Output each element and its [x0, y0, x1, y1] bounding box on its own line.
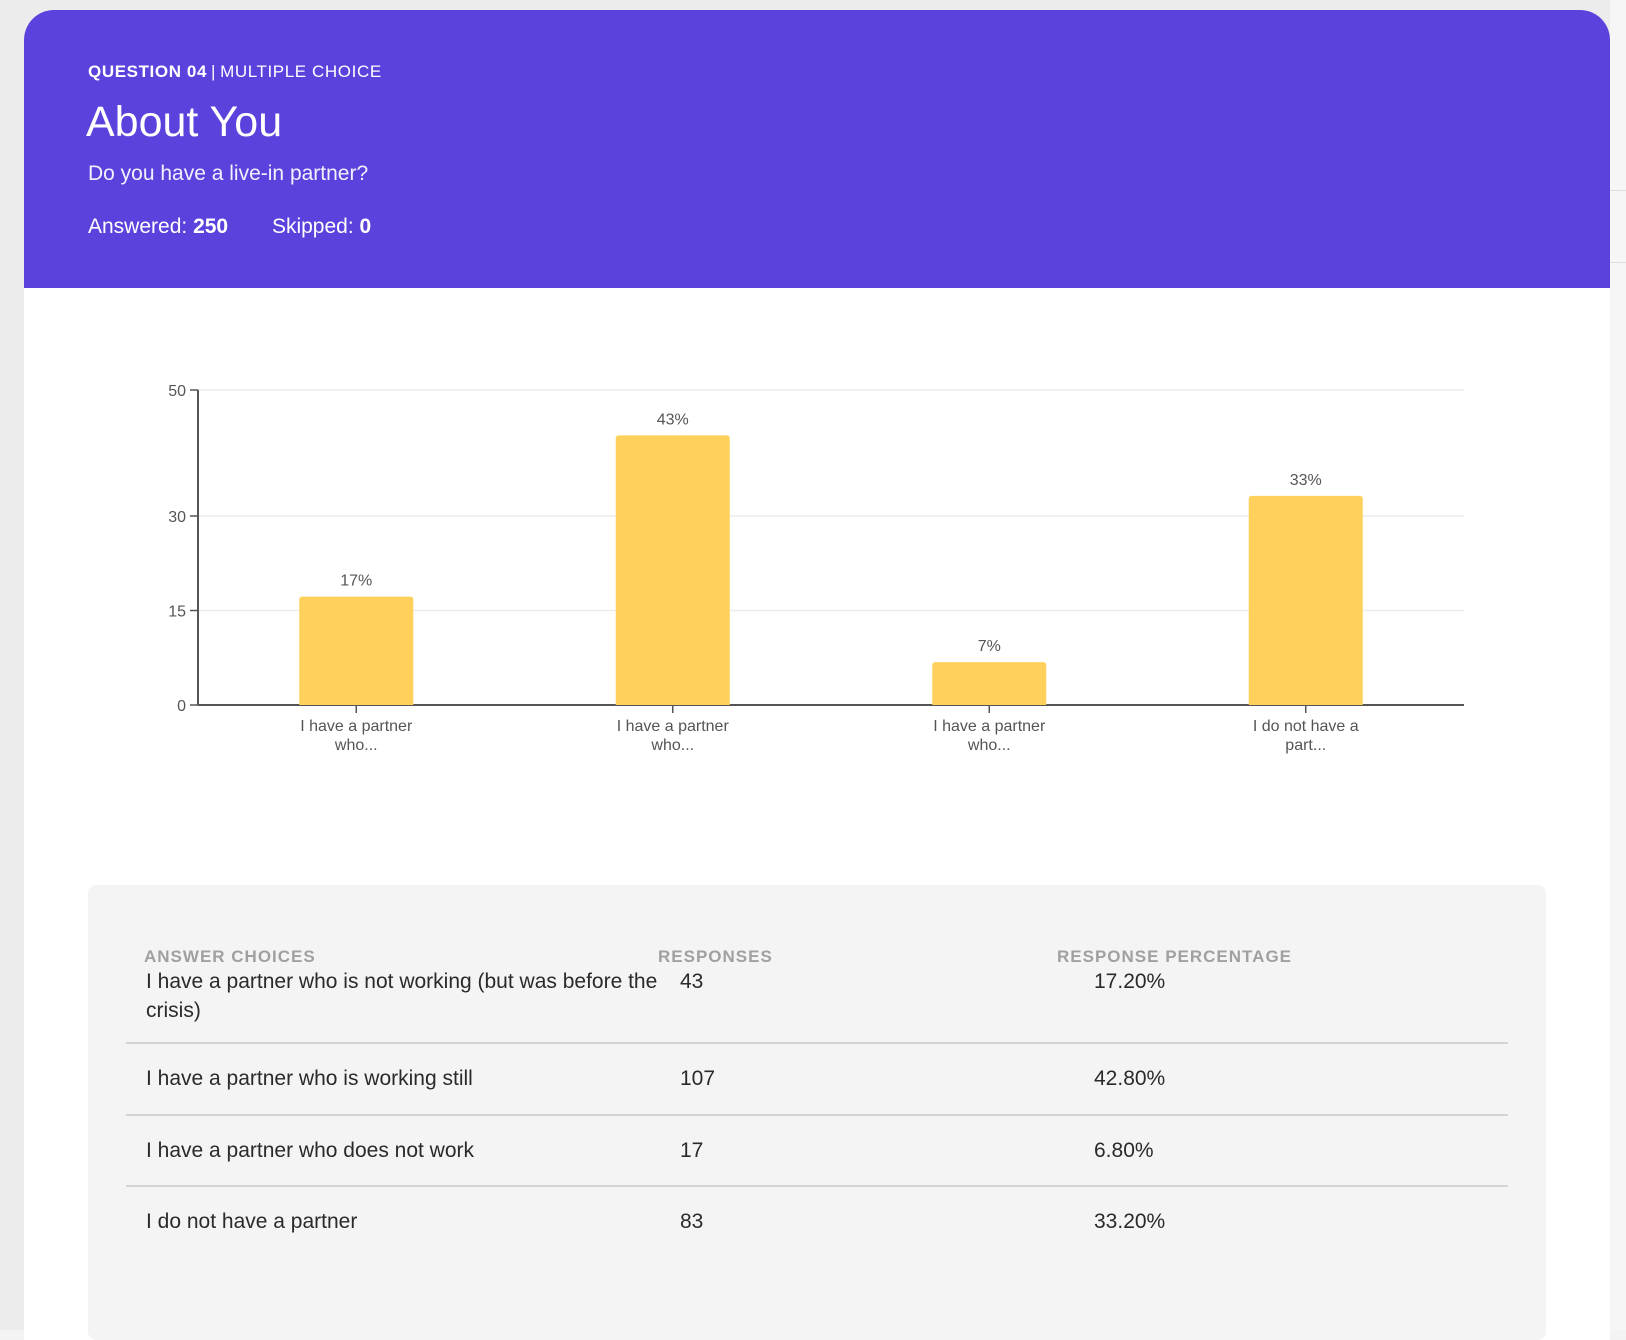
response-percentage: 17.20%: [1094, 970, 1166, 993]
x-tick-label: I have a partner who...: [617, 718, 730, 754]
table-row: I have a partner who does not work 17 6.…: [126, 1114, 1508, 1186]
bar-chart: 0 15 30 50 17% I have a partner who... 43% I hav…: [168, 383, 1464, 754]
question-title: About You: [86, 98, 283, 146]
response-percentage: 6.80%: [1094, 1139, 1154, 1162]
question-number: QUESTION 04: [88, 62, 208, 81]
bar: [1248, 495, 1363, 705]
question-type: MULTIPLE CHOICE: [220, 62, 382, 81]
bar: [299, 596, 414, 705]
results-table: ANSWER CHOICES RESPONSES RESPONSE PERCEN…: [88, 885, 1546, 1340]
y-tick-label: 50: [168, 383, 186, 400]
y-tick-label: 15: [168, 604, 186, 621]
response-percentage: 42.80%: [1094, 1067, 1166, 1090]
data-label: 7%: [978, 638, 1001, 655]
x-tick-label: I have a partner who...: [300, 718, 413, 754]
question-stats: Answered: 250 Skipped: 0: [88, 215, 371, 239]
edge-divider: [1610, 190, 1626, 191]
header-response-percentage: RESPONSE PERCENTAGE: [1057, 947, 1293, 966]
question-subtitle: Do you have a live-in partner?: [88, 162, 369, 185]
x-tick-label: I have a partner who...: [933, 718, 1046, 754]
skipped-count: 0: [359, 215, 372, 238]
answer-choice: I have a partner who is working still: [146, 1067, 473, 1090]
data-label: 17%: [340, 573, 372, 590]
table-row: I have a partner who is working still 10…: [126, 1042, 1508, 1114]
response-count: 107: [680, 1067, 716, 1090]
data-label: 33%: [1290, 472, 1322, 489]
header-responses: RESPONSES: [658, 947, 773, 966]
bar: [932, 662, 1047, 705]
answered-label: Answered:: [88, 215, 188, 238]
x-tick-label: I do not have a part...: [1253, 718, 1359, 754]
question-separator: |: [211, 62, 217, 81]
table-row: I have a partner who is not working (but…: [126, 965, 1508, 1043]
bar: [615, 435, 730, 705]
answer-choice: I have a partner who does not work: [146, 1139, 475, 1162]
table-row: I do not have a partner 83 33.20%: [126, 1185, 1508, 1257]
question-meta: QUESTION 04 | MULTIPLE CHOICE: [88, 62, 382, 82]
response-percentage: 33.20%: [1094, 1210, 1166, 1233]
question-card: QUESTION 04 | MULTIPLE CHOICE About You Do…: [24, 10, 1610, 1340]
answer-choice: I do not have a partner: [146, 1210, 358, 1233]
response-count: 43: [680, 970, 704, 993]
answered-count: 250: [193, 215, 229, 238]
question-header: QUESTION 04 | MULTIPLE CHOICE About You Do…: [24, 10, 1610, 288]
skipped-label: Skipped:: [271, 215, 354, 238]
right-edge-panel: [1610, 0, 1626, 1330]
response-count: 17: [680, 1139, 704, 1162]
response-count: 83: [680, 1210, 704, 1233]
edge-divider: [1610, 262, 1626, 263]
y-tick-label: 0: [177, 698, 186, 715]
header-answer-choices: ANSWER CHOICES: [144, 947, 316, 966]
answer-choice: I have a partner who is not working (but…: [146, 970, 658, 1022]
y-tick-label: 30: [168, 509, 186, 526]
data-label: 43%: [657, 411, 689, 428]
